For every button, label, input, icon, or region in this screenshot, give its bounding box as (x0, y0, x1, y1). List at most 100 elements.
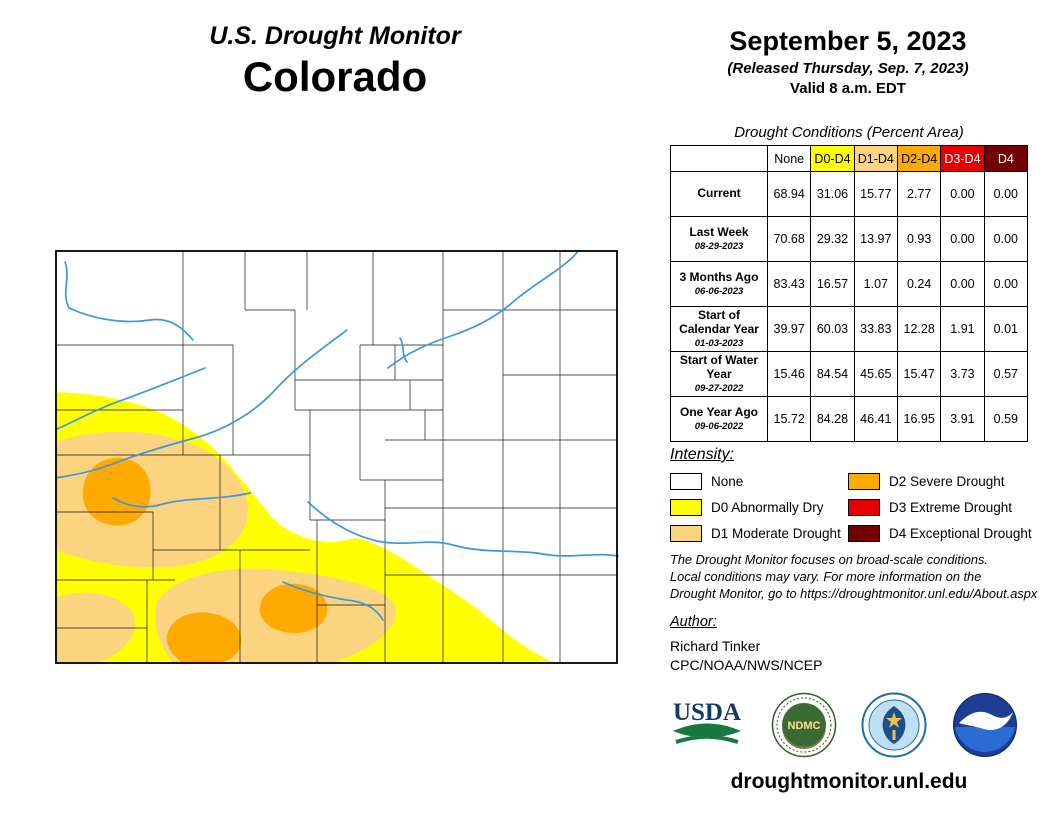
table-cell: 1.07 (853, 261, 898, 307)
table-col-header-d3: D3-D4 (940, 145, 985, 172)
table-col-header-none: None (766, 145, 812, 172)
region-title: Colorado (242, 53, 428, 100)
noaa-logo (952, 693, 1017, 757)
table-cell: 0.00 (940, 216, 985, 262)
author-label: Author: (670, 614, 717, 630)
legend-item-none: None (670, 473, 848, 490)
table-col-header-d0: D0-D4 (810, 145, 855, 172)
table-cell: 15.46 (766, 351, 812, 397)
table-row-label: 3 Months Ago 06-06-2023 (670, 261, 768, 307)
drought-conditions-table: None D0-D4 D1-D4 D2-D4 D3-D4 D4 Current … (670, 145, 1029, 442)
doc-seal-logo (861, 692, 927, 758)
table-cell: 16.95 (896, 396, 942, 442)
usda-logo: USDA (673, 699, 741, 744)
svg-text:USDA: USDA (673, 699, 741, 726)
table-col-header-d4: D4 (983, 145, 1029, 172)
table-row-label: Start of Water Year 09-27-2022 (670, 351, 768, 397)
table-cell: 68.94 (766, 171, 812, 217)
table-cell: 0.57 (983, 351, 1029, 397)
table-row-start-water-year: Start of Water Year 09-27-2022 15.46 84.… (670, 351, 1029, 397)
legend-swatch-d1 (670, 525, 702, 542)
legend-item-d1: D1 Moderate Drought (670, 525, 848, 542)
state-outline (55, 250, 618, 664)
d2-area (82, 457, 328, 663)
table-cell: 33.83 (853, 306, 898, 352)
released-date: (Released Thursday, Sep. 7, 2023) (727, 60, 969, 77)
colorado-drought-map (54, 249, 619, 664)
table-row-3-months-ago: 3 Months Ago 06-06-2023 83.43 16.57 1.07… (670, 261, 1029, 307)
table-cell: 0.00 (940, 261, 985, 307)
table-cell: 3.91 (940, 396, 985, 442)
legend-swatch-d4 (848, 525, 880, 542)
table-row-last-week: Last Week 08-29-2023 70.68 29.32 13.97 0… (670, 216, 1029, 262)
table-cell: 0.59 (983, 396, 1029, 442)
table-cell: 0.24 (896, 261, 942, 307)
table-cell: 31.06 (810, 171, 855, 217)
legend-title: Intensity: (670, 446, 735, 463)
table-row-label: Current (670, 171, 768, 217)
county-borders (55, 250, 618, 663)
drought-conditions-table-wrap: Drought Conditions (Percent Area) None D… (670, 124, 1029, 442)
table-cell: 2.77 (896, 171, 942, 217)
report-date: September 5, 2023 (729, 26, 967, 56)
valid-time: Valid 8 a.m. EDT (790, 80, 906, 97)
agency-logos: USDA NDMC (668, 692, 1018, 758)
table-cell: 60.03 (810, 306, 855, 352)
table-cell: 12.28 (896, 306, 942, 352)
table-cell: 0.00 (940, 171, 985, 217)
table-cell: 70.68 (766, 216, 812, 262)
table-row-label: One Year Ago 09-06-2022 (670, 396, 768, 442)
table-caption: Drought Conditions (Percent Area) (734, 124, 964, 141)
table-cell: 15.72 (766, 396, 812, 442)
program-title: U.S. Drought Monitor (209, 22, 461, 50)
table-cell: 39.97 (766, 306, 812, 352)
table-cell: 1.91 (940, 306, 985, 352)
table-row-label: Last Week 08-29-2023 (670, 216, 768, 262)
disclaimer-text: The Drought Monitor focuses on broad-sca… (670, 552, 1038, 601)
table-cell: 0.00 (983, 171, 1029, 217)
table-cell: 0.00 (983, 216, 1029, 262)
table-cell: 84.28 (810, 396, 855, 442)
author-name: Richard Tinker (670, 638, 761, 654)
table-cell: 16.57 (810, 261, 855, 307)
table-header-row: None D0-D4 D1-D4 D2-D4 D3-D4 D4 (670, 145, 1029, 172)
map-container (54, 249, 620, 673)
intensity-legend: Intensity: None D0 Abnormally Dry D1 Mod… (670, 446, 1032, 542)
svg-text:NDMC: NDMC (787, 720, 820, 732)
table-cell: 0.93 (896, 216, 942, 262)
table-cell: 45.65 (853, 351, 898, 397)
rivers (54, 249, 619, 621)
table-row-label: Start of Calendar Year 01-03-2023 (670, 306, 768, 352)
ndmc-logo: NDMC (771, 692, 836, 758)
legend-item-d0: D0 Abnormally Dry (670, 499, 848, 516)
author-org: CPC/NOAA/NWS/NCEP (670, 657, 823, 673)
author-block: Author: Richard Tinker CPC/NOAA/NWS/NCEP (670, 614, 822, 673)
table-cell: 15.47 (896, 351, 942, 397)
table-cell: 0.01 (983, 306, 1029, 352)
table-cell: 29.32 (810, 216, 855, 262)
legend-swatch-d0 (670, 499, 702, 516)
legend-item-d4: D4 Exceptional Drought (848, 525, 1032, 542)
table-cell: 46.41 (853, 396, 898, 442)
table-row-start-calendar-year: Start of Calendar Year 01-03-2023 39.97 … (670, 306, 1029, 352)
table-row-current: Current 68.94 31.06 15.77 2.77 0.00 0.00 (670, 171, 1029, 217)
legend-item-d3: D3 Extreme Drought (848, 499, 1032, 516)
legend-swatch-d2 (848, 473, 880, 490)
table-corner-cell (670, 145, 768, 172)
date-block: September 5, 2023 (Released Thursday, Se… (668, 26, 1028, 97)
table-cell: 3.73 (940, 351, 985, 397)
table-cell: 0.00 (983, 261, 1029, 307)
legend-swatch-none (670, 473, 702, 490)
table-cell: 83.43 (766, 261, 812, 307)
legend-item-d2: D2 Severe Drought (848, 473, 1032, 490)
table-row-one-year-ago: One Year Ago 09-06-2022 15.72 84.28 46.4… (670, 396, 1029, 442)
table-cell: 84.54 (810, 351, 855, 397)
table-col-header-d1: D1-D4 (853, 145, 898, 172)
table-cell: 15.77 (853, 171, 898, 217)
footer-url: droughtmonitor.unl.edu (730, 770, 968, 793)
table-cell: 13.97 (853, 216, 898, 262)
legend-swatch-d3 (848, 499, 880, 516)
report-title-block: U.S. Drought Monitor Colorado (110, 22, 560, 101)
table-col-header-d2: D2-D4 (896, 145, 942, 172)
